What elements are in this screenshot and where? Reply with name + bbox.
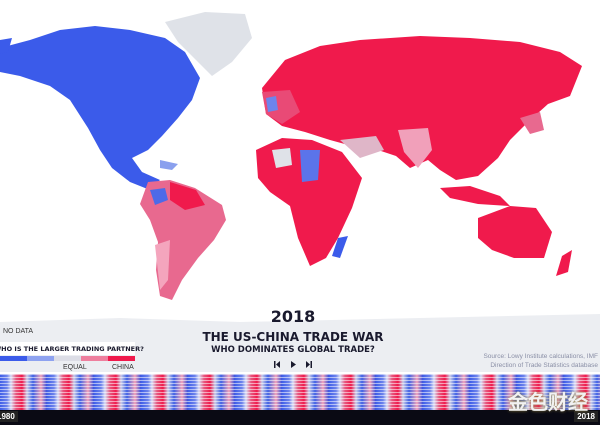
legend-question-bg xyxy=(0,342,135,355)
north-south-america xyxy=(170,182,205,210)
legend-swatch xyxy=(81,356,108,361)
year: 2018 xyxy=(271,307,316,326)
legend-question: WHO IS THE LARGER TRADING PARTNER? xyxy=(0,345,144,353)
west-africa-nodata xyxy=(272,148,292,168)
source-line: Source: Lowy Institute calculations, IMF xyxy=(483,353,598,360)
africa xyxy=(256,138,362,266)
uk xyxy=(266,96,278,112)
middle-east xyxy=(340,136,384,158)
antarctica xyxy=(0,314,600,372)
indonesia xyxy=(440,186,510,206)
play-controls xyxy=(274,361,312,368)
legend-swatch xyxy=(108,356,135,361)
legend-china: CHINA xyxy=(112,364,134,371)
east-africa-us xyxy=(300,150,320,182)
map: NO DATA WHO IS THE LARGER TRADING PARTNE… xyxy=(0,12,600,372)
colombia xyxy=(150,188,168,205)
greenland xyxy=(165,12,252,76)
next-button[interactable] xyxy=(306,361,312,368)
subheading: WHO DOMINATES GLOBAL TRADE? xyxy=(211,345,375,355)
play-button[interactable] xyxy=(291,361,296,368)
legend-swatch xyxy=(27,356,54,361)
alaska xyxy=(0,38,12,54)
caribbean xyxy=(160,160,178,170)
watermark: 金色财经 xyxy=(508,390,588,414)
timeline-bar xyxy=(0,410,600,425)
source-line: Direction of Trade Statistics database xyxy=(490,362,598,369)
legend-swatch xyxy=(0,356,27,361)
eurasia xyxy=(262,36,582,180)
australia xyxy=(478,206,552,258)
north-america xyxy=(0,26,200,190)
madagascar xyxy=(332,236,348,258)
chile xyxy=(155,240,170,290)
timeline-strip[interactable] xyxy=(0,374,600,410)
no-data-label: NO DATA xyxy=(3,328,33,335)
japan xyxy=(520,112,544,134)
india xyxy=(398,128,432,168)
timeline-end: 2018 xyxy=(574,411,598,422)
new-zealand xyxy=(556,250,572,276)
legend-swatch xyxy=(54,356,81,361)
timeline-start: 1980 xyxy=(0,411,18,422)
legend-equal: EQUAL xyxy=(63,364,87,371)
heading: THE US-CHINA TRADE WAR xyxy=(202,330,383,344)
previous-button[interactable] xyxy=(274,361,280,368)
